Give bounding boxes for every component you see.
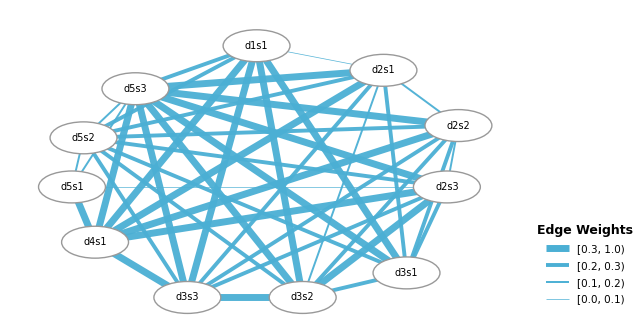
Legend: [0.3, 1.0), [0.2, 0.3), [0.1, 0.2), [0.0, 0.1): [0.3, 1.0), [0.2, 0.3), [0.1, 0.2), [0.0…: [532, 219, 638, 310]
Ellipse shape: [413, 171, 481, 203]
Ellipse shape: [61, 226, 129, 258]
Ellipse shape: [425, 110, 492, 142]
Ellipse shape: [223, 30, 290, 62]
Text: d3s3: d3s3: [175, 293, 199, 303]
Ellipse shape: [269, 282, 336, 313]
Text: d3s1: d3s1: [395, 268, 419, 278]
Ellipse shape: [373, 257, 440, 289]
Ellipse shape: [102, 73, 169, 105]
Text: d5s2: d5s2: [72, 133, 95, 143]
Text: d4s1: d4s1: [83, 237, 107, 247]
Ellipse shape: [50, 122, 117, 154]
Ellipse shape: [350, 54, 417, 86]
Ellipse shape: [38, 171, 106, 203]
Text: d1s1: d1s1: [245, 41, 268, 51]
Text: d2s3: d2s3: [435, 182, 459, 192]
Text: d5s3: d5s3: [124, 84, 147, 94]
Text: d2s2: d2s2: [447, 121, 470, 131]
Ellipse shape: [154, 282, 221, 313]
Text: d5s1: d5s1: [60, 182, 84, 192]
Text: d3s2: d3s2: [291, 293, 314, 303]
Text: d2s1: d2s1: [372, 65, 396, 75]
